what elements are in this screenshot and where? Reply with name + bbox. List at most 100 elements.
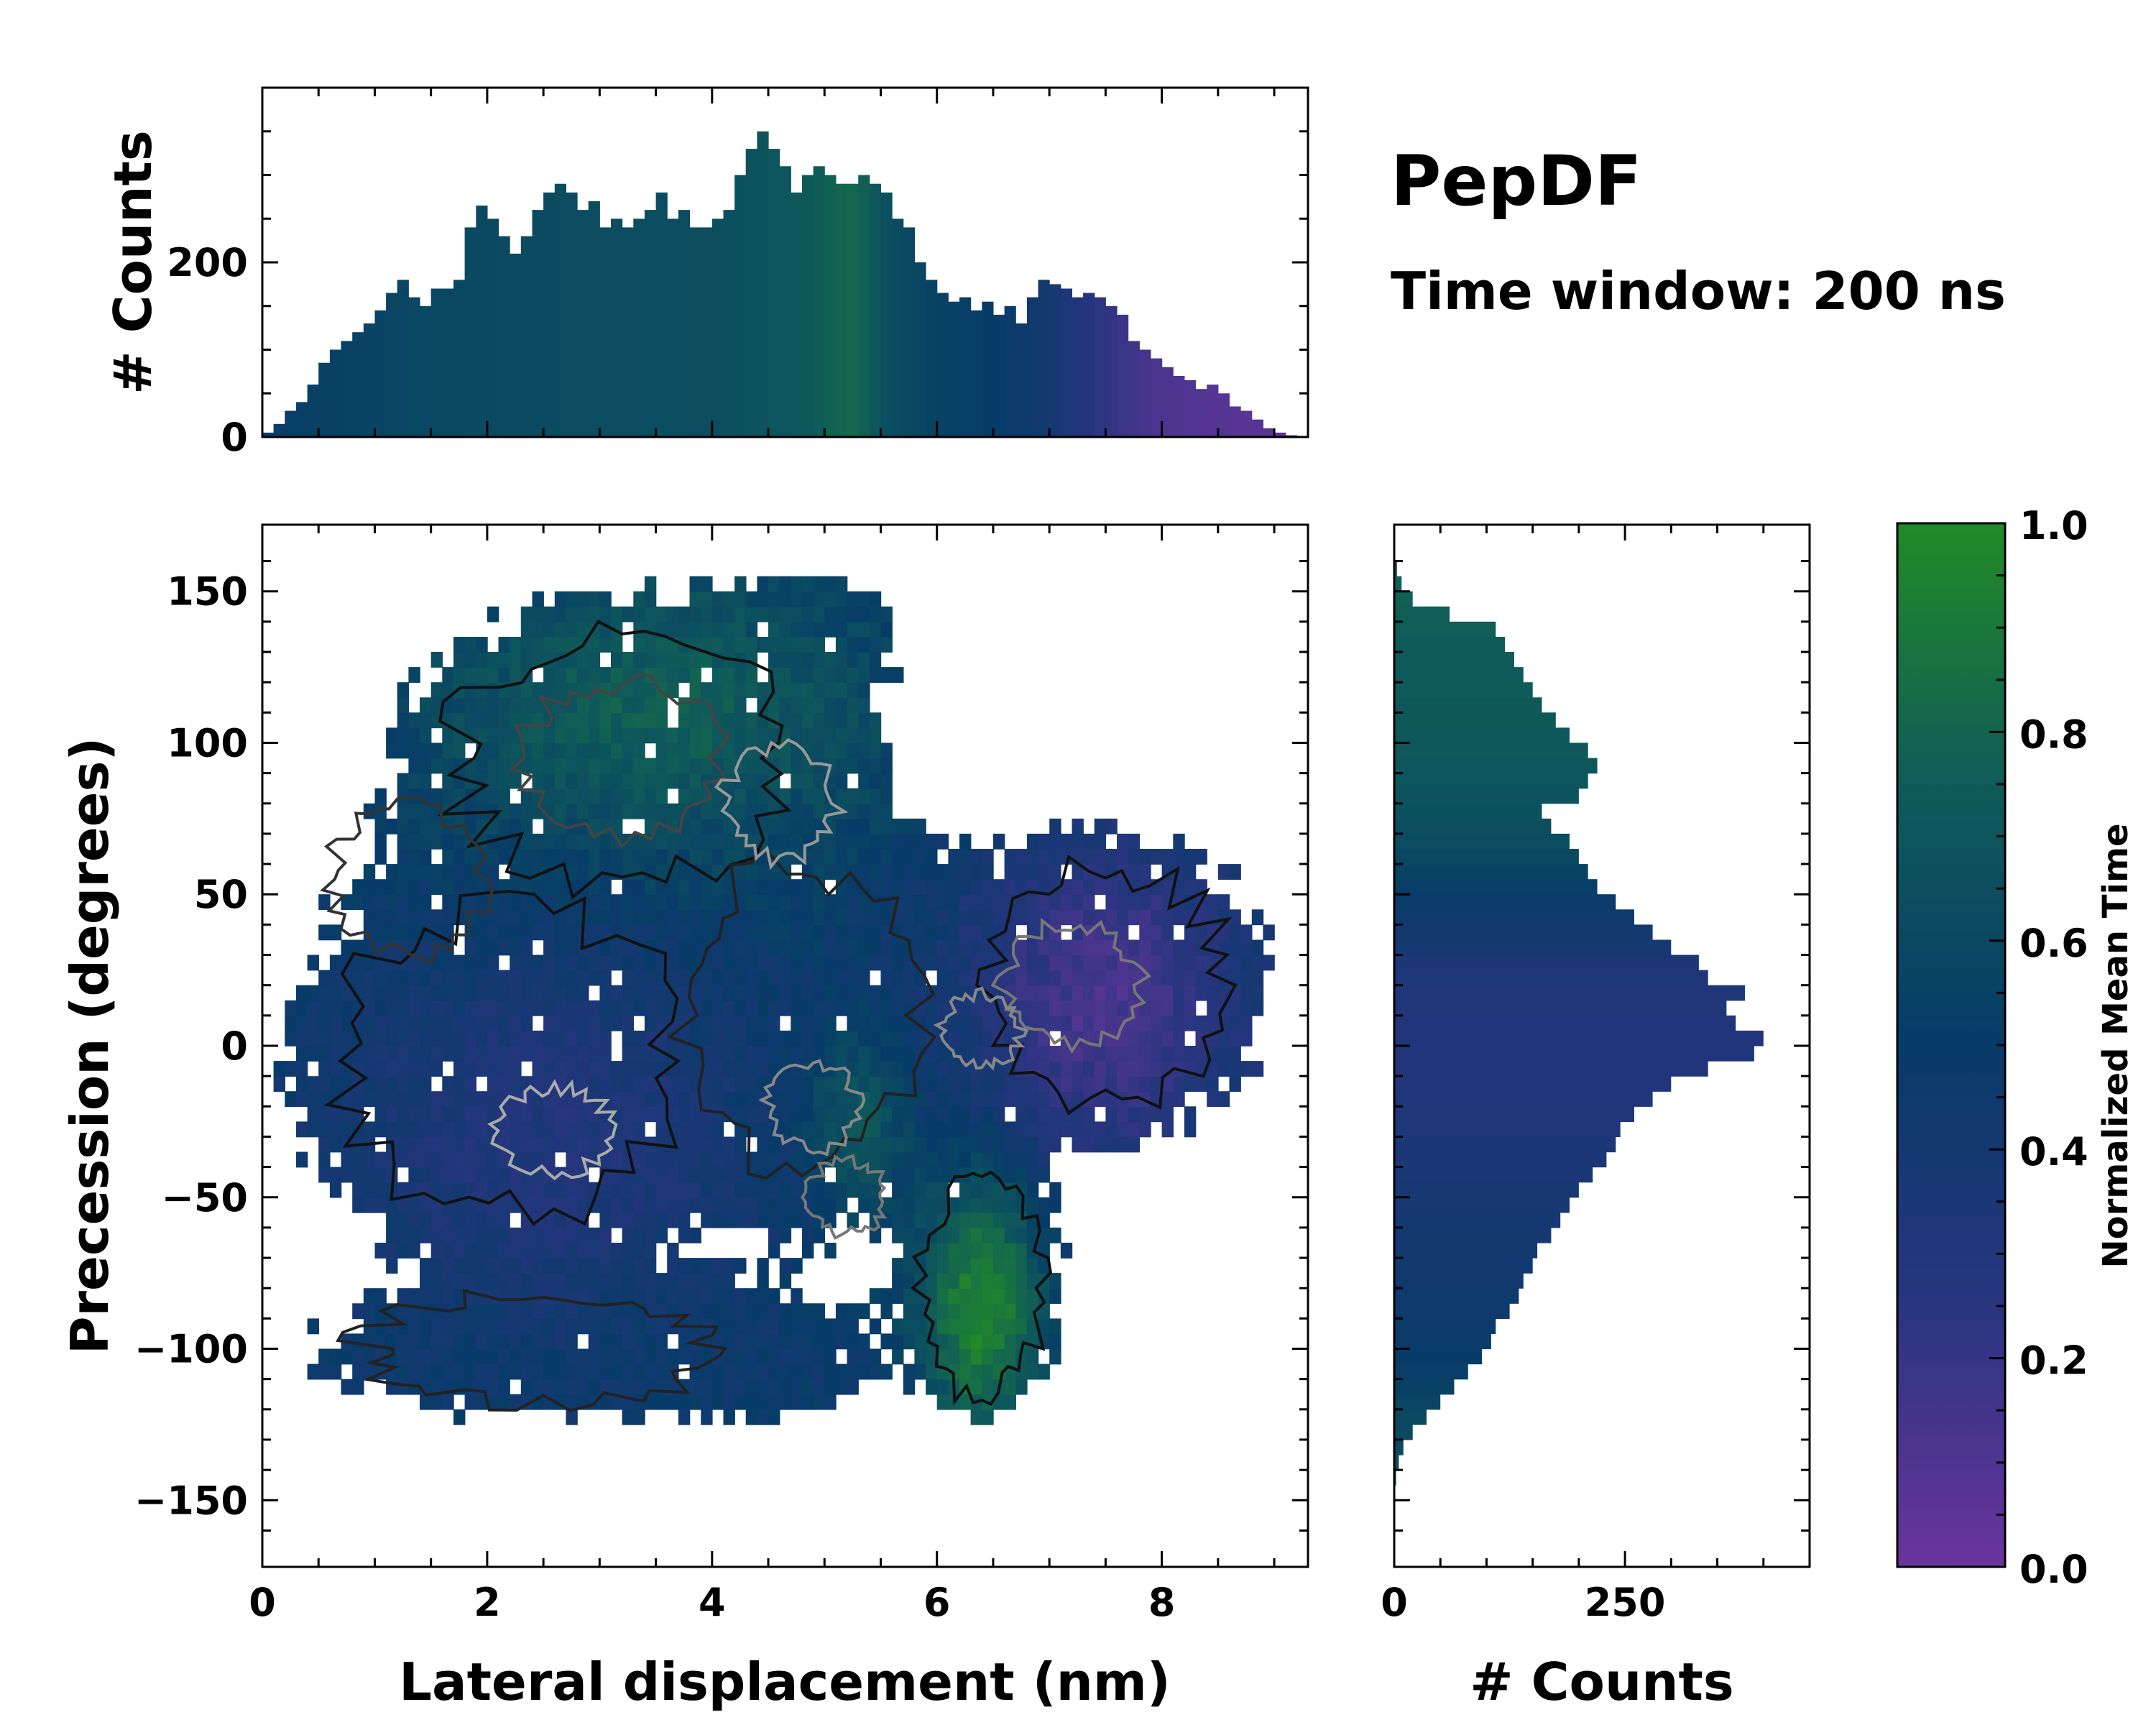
heatmap-cell-2483 [914, 1076, 926, 1092]
heatmap-cell-476 [453, 712, 466, 729]
heatmap-cell-373 [430, 879, 443, 896]
heatmap-cell-2235 [847, 1030, 859, 1046]
heatmap-cell-3071 [1128, 864, 1141, 880]
heatmap-cell-1331 [644, 924, 657, 941]
heatmap-cell-889 [554, 1318, 567, 1335]
heatmap-cell-607 [487, 1015, 499, 1031]
heatmap-cell-754 [520, 1015, 533, 1031]
heatmap-cell-328 [420, 879, 432, 896]
top-histogram-bar-61 [948, 301, 960, 437]
heatmap-cell-1784 [745, 1061, 758, 1077]
heatmap-cell-1739 [734, 970, 747, 986]
heatmap-cell-2902 [1049, 1333, 1061, 1350]
heatmap-cell-2519 [926, 1106, 938, 1123]
heatmap-cell-2846 [1026, 1136, 1039, 1153]
heatmap-cell-2904 [1049, 1288, 1061, 1305]
heatmap-cell-1325 [644, 1015, 657, 1031]
heatmap-cell-1124 [599, 970, 612, 986]
heatmap-cell-1212 [622, 1182, 634, 1198]
heatmap-cell-411 [442, 985, 454, 1001]
heatmap-cell-1806 [745, 727, 758, 744]
heatmap-cell-344 [430, 1348, 443, 1365]
heatmap-cell-482 [464, 1394, 476, 1410]
heatmap-cell-1251 [633, 1363, 645, 1380]
heatmap-cell-1121 [599, 1015, 612, 1031]
heatmap-cell-2349 [869, 637, 882, 653]
heatmap-cell-1841 [757, 985, 769, 1001]
heatmap-cell-1287 [633, 788, 645, 804]
heatmap-cell-1767 [745, 1394, 758, 1410]
heatmap-cell-1153 [611, 1333, 623, 1350]
heatmap-cell-385 [442, 1394, 454, 1410]
heatmap-cell-207 [386, 727, 398, 744]
heatmap-cell-1911 [768, 697, 780, 714]
heatmap-cell-1623 [711, 1167, 724, 1183]
heatmap-cell-3106 [1151, 909, 1163, 926]
heatmap-cell-1888 [768, 1046, 780, 1062]
heatmap-cell-1205 [622, 1288, 634, 1305]
heatmap-cell-970 [566, 909, 578, 926]
heatmap-cell-200 [386, 924, 398, 941]
heatmap-cell-2294 [858, 803, 870, 819]
heatmap-cell-404 [442, 1106, 454, 1123]
heatmap-cell-981 [566, 742, 578, 759]
heatmap-cell-997 [577, 1303, 589, 1320]
heatmap-cell-3218 [1240, 1061, 1253, 1077]
top-histogram-bar-38 [689, 227, 701, 437]
heatmap-cell-145 [374, 1243, 387, 1259]
heatmap-cell-1236 [622, 803, 634, 819]
heatmap-cell-19 [307, 1121, 319, 1138]
heatmap-cell-865 [543, 879, 556, 896]
heatmap-cell-2310 [869, 1348, 882, 1365]
heatmap-cell-2074 [813, 1394, 825, 1410]
heatmap-cell-2076 [813, 1363, 825, 1380]
heatmap-cell-2351 [869, 606, 882, 622]
heatmap-cell-1357 [655, 1348, 668, 1365]
heatmap-cell-332 [420, 818, 432, 834]
heatmap-cell-2666 [970, 1136, 982, 1153]
heatmap-cell-2078 [813, 1333, 825, 1350]
heatmap-cell-1727 [734, 1151, 747, 1168]
heatmap-cell-1018 [577, 985, 589, 1001]
heatmap-cell-667 [498, 849, 510, 865]
heatmap-cell-735 [520, 1318, 533, 1335]
heatmap-cell-2891 [1038, 970, 1050, 986]
heatmap-cell-2941 [1060, 970, 1073, 986]
heatmap-cell-2089 [813, 1106, 825, 1123]
heatmap-cell-2353 [880, 1363, 893, 1380]
right-histogram-bar-35 [1394, 939, 1672, 956]
heatmap-cell-2382 [880, 818, 893, 834]
heatmap-cell-2368 [880, 1030, 893, 1046]
heatmap-cell-845 [543, 1182, 556, 1198]
heatmap-cell-1554 [689, 606, 701, 622]
heatmap-cell-1249 [633, 1394, 645, 1410]
heatmap-cell-238 [397, 879, 410, 896]
heatmap-cell-274 [408, 1000, 420, 1016]
heatmap-cell-2208 [835, 712, 848, 729]
heatmap-cell-313 [420, 1106, 432, 1123]
heatmap-cell-1211 [622, 1197, 634, 1213]
heatmap-cell-2105 [813, 864, 825, 880]
heatmap-cell-3140 [1173, 909, 1185, 926]
heatmap-cell-1246 [622, 652, 634, 668]
heatmap-cell-55 [329, 1076, 342, 1092]
heatmap-cell-762 [520, 894, 533, 911]
heatmap-cell-45 [318, 924, 331, 941]
heatmap-cell-1193 [611, 652, 623, 668]
heatmap-cell-538 [476, 1303, 488, 1320]
heatmap-cell-2673 [970, 1030, 982, 1046]
heatmap-cell-1584 [701, 970, 713, 986]
heatmap-cell-130 [363, 970, 376, 986]
contour-line-12 [320, 796, 494, 964]
heatmap-cell-1484 [678, 909, 691, 926]
heatmap-cell-1020 [577, 954, 589, 971]
top-histogram-bar-40 [711, 218, 724, 438]
heatmap-cell-1087 [588, 712, 601, 729]
heatmap-cell-1988 [791, 1091, 803, 1108]
heatmap-cell-393 [442, 1273, 454, 1289]
heatmap-cell-2138 [824, 1106, 837, 1123]
heatmap-cell-2012 [791, 712, 803, 729]
top-histogram-bar-89 [1263, 428, 1275, 437]
heatmap-cell-704 [510, 1030, 522, 1046]
heatmap-cell-2558 [936, 1076, 949, 1092]
